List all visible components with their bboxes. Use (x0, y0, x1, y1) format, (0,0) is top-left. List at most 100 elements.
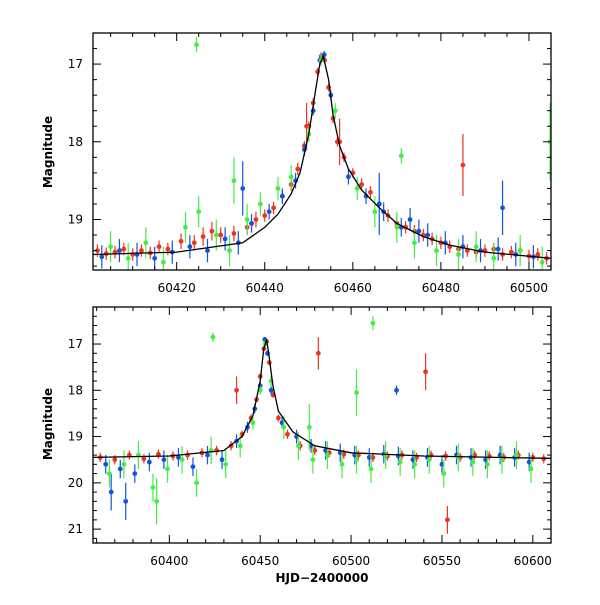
x-tick-label: 60460 (334, 281, 372, 295)
data-point-green (231, 178, 237, 184)
data-point-blue (249, 220, 254, 226)
data-point-blue (222, 236, 228, 242)
data-point-green (257, 201, 263, 207)
data-point-green (154, 498, 160, 504)
data-point-red (370, 454, 376, 460)
data-point-green (370, 320, 376, 326)
x-tick-label: 60500 (332, 554, 370, 568)
data-point-red (156, 451, 161, 457)
data-point-green (325, 452, 330, 458)
y-tick-label: 21 (68, 522, 83, 536)
data-point-green (237, 443, 243, 449)
data-point-blue (132, 471, 138, 476)
data-point-blue (526, 459, 532, 465)
data-point-green (394, 224, 400, 230)
data-point-green (143, 240, 149, 246)
x-tick-label: 60480 (422, 281, 460, 295)
data-point-red (139, 248, 144, 253)
data-point-green (332, 108, 338, 114)
data-point-blue (205, 452, 210, 458)
data-point-blue (176, 454, 181, 460)
data-point-green (275, 186, 281, 191)
data-point-green (368, 466, 374, 472)
data-point-red (312, 448, 318, 453)
data-point-green (514, 452, 519, 458)
data-point-red (209, 228, 215, 234)
data-point-red (95, 248, 100, 253)
data-point-blue (99, 254, 105, 260)
x-tick-label: 60400 (150, 554, 188, 568)
data-point-green (354, 390, 359, 396)
data-point-blue (108, 489, 114, 495)
data-point-blue (416, 228, 422, 234)
data-point-blue (146, 459, 152, 465)
data-point-blue (376, 201, 382, 207)
top-panel-ticks: 60420 60440 60460 60480 60500 17 18 19 (68, 32, 552, 295)
bottom-panel-ticks: 60400 60450 60500 60550 60600 17 18 19 20 21 (68, 306, 552, 568)
data-point-green (470, 459, 476, 465)
data-point-green (223, 461, 229, 467)
top-panel-frame (92, 32, 552, 271)
data-point-green (183, 224, 188, 230)
bottom-panel-y-axis-label: Magnitude (41, 388, 55, 460)
data-point-green (528, 466, 534, 472)
data-point-red (262, 213, 268, 219)
data-point-green (281, 424, 287, 430)
data-point-green (372, 209, 378, 215)
data-point-red (200, 234, 206, 239)
data-point-blue (410, 457, 416, 463)
bottom-light-curve-panel: 60400 60450 60500 60550 60600 17 18 19 20 21 Magn… (41, 306, 552, 585)
data-point-green (473, 244, 479, 250)
x-tick-label: 60450 (241, 554, 279, 568)
data-point-red (141, 456, 147, 462)
y-tick-label: 17 (68, 337, 83, 351)
data-point-green (484, 461, 490, 467)
data-point-blue (394, 387, 399, 393)
data-point-red (234, 387, 239, 393)
data-point-blue (117, 466, 123, 472)
data-point-red (368, 189, 373, 195)
data-point-green (426, 457, 432, 463)
data-point-blue (495, 246, 501, 252)
data-point-blue (205, 248, 210, 253)
data-point-blue (279, 193, 285, 199)
data-point-green (194, 42, 199, 48)
data-point-green (121, 461, 127, 467)
x-tick-label: 60600 (514, 554, 552, 568)
data-point-green (339, 461, 345, 467)
y-tick-label: 17 (68, 57, 83, 71)
data-point-red (271, 205, 276, 211)
x-tick-label: 60550 (423, 554, 461, 568)
data-point-blue (152, 255, 158, 261)
data-point-green (295, 443, 301, 449)
data-point-green (499, 457, 505, 463)
data-point-red (315, 350, 321, 356)
data-point-blue (323, 448, 329, 453)
data-point-red (178, 238, 184, 244)
x-tick-label: 60440 (246, 281, 284, 295)
data-point-green (196, 209, 202, 215)
data-point-red (285, 431, 290, 437)
data-point-red (275, 415, 281, 421)
top-panel-y-axis-label: Magnitude (41, 116, 55, 188)
data-point-green (434, 248, 439, 253)
data-point-green (194, 480, 199, 486)
data-point-green (161, 259, 166, 265)
data-point-red (460, 162, 466, 168)
y-tick-label: 18 (68, 135, 83, 149)
data-point-blue (439, 461, 445, 467)
data-point-green (397, 459, 403, 465)
data-point-green (227, 248, 232, 253)
data-point-blue (161, 457, 167, 463)
data-point-red (231, 231, 237, 236)
data-point-red (253, 217, 259, 222)
data-point-blue (279, 420, 285, 426)
data-point-blue (346, 174, 351, 180)
data-point-green (106, 471, 112, 476)
data-point-blue (268, 387, 274, 393)
data-point-red (165, 246, 171, 252)
data-point-green (455, 454, 461, 460)
data-point-green (165, 466, 170, 472)
